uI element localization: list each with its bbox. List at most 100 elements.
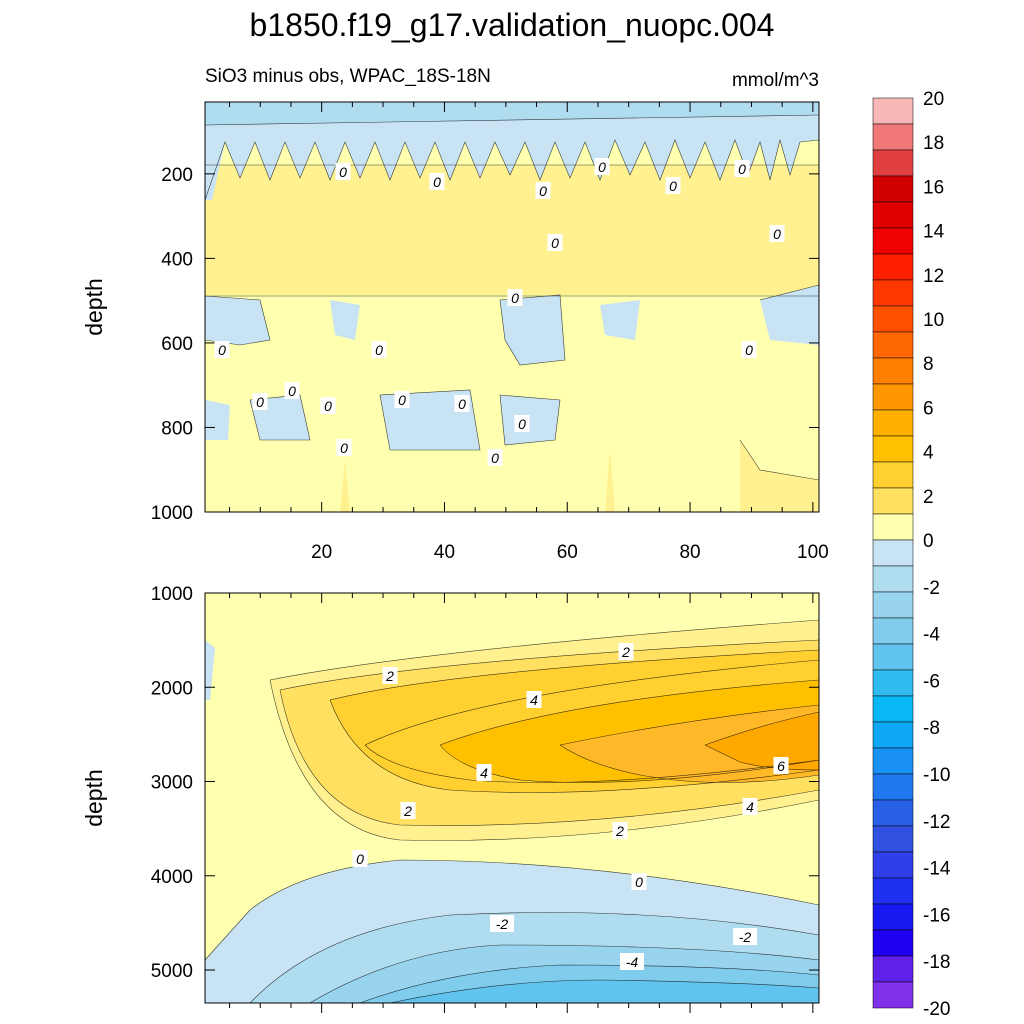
lower-contour-label: -2	[496, 916, 509, 932]
upper-contour-label: 0	[491, 450, 499, 466]
lower-panel: 1000 2000 3000 4000 5000 depth 2 2 4 4 6 2 4 2 0 0 -2 -…	[81, 584, 820, 1013]
colorbar-label: -6	[923, 671, 940, 692]
lower-contour-label-bg	[400, 802, 416, 819]
lower-contour-label-bg	[620, 953, 644, 970]
upper-xtick-label: 20	[311, 542, 332, 563]
colorbar-box	[872, 97, 914, 125]
colorbar-box	[872, 305, 914, 333]
lower-contour-labels: 2 2 4 4 6 2 4 2 0 0 -2 -2 -4	[352, 643, 789, 970]
colorbar-box	[872, 591, 914, 619]
lower-contour-label-bg	[773, 757, 789, 774]
lower-contour-label: 2	[615, 823, 624, 839]
upper-contour-label: 0	[669, 178, 677, 194]
upper-contour-label-bg	[252, 393, 268, 410]
upper-surface-blue-dark	[205, 102, 819, 125]
lower-ytick-label: 4000	[151, 867, 193, 888]
colorbar-box	[872, 253, 914, 281]
upper-contour-label-bg	[665, 177, 681, 194]
upper-contour-label: 0	[375, 342, 383, 358]
upper-xtick-label: 60	[557, 542, 578, 563]
upper-contour-label-bg	[335, 163, 351, 180]
upper-band-yellow	[205, 165, 819, 295]
upper-blue-patch-8	[500, 395, 560, 445]
lower-ytick-label: 3000	[151, 773, 193, 794]
upper-contour-label: 0	[433, 174, 441, 190]
upper-contour-label: 0	[551, 235, 559, 251]
upper-contour-label-bg	[336, 439, 352, 456]
colorbar-label: -14	[923, 859, 951, 880]
colorbar-box	[872, 903, 914, 931]
colorbar-box	[872, 851, 914, 879]
colorbar-label: -20	[923, 999, 950, 1020]
upper-ytick-label: 400	[161, 249, 193, 270]
colorbar-box	[872, 929, 914, 957]
lower-axis-ticks: 1000 2000 3000 4000 5000	[151, 584, 819, 1013]
colorbar-box	[872, 487, 914, 515]
colorbar-box	[872, 981, 914, 1009]
upper-contour-label-bg	[214, 341, 230, 358]
upper-contour-label-bg	[487, 449, 503, 466]
upper-fill	[205, 102, 819, 512]
upper-ylabel: depth	[81, 278, 107, 336]
lower-band-7	[705, 712, 819, 770]
upper-yellow-spikes	[340, 440, 819, 512]
subtitle-left: SiO3 minus obs, WPAC_18S-18N	[205, 66, 491, 87]
upper-ytick-label: 1000	[151, 503, 193, 524]
upper-contour-label-bg	[594, 158, 610, 175]
lower-contour-label-bg	[352, 850, 368, 867]
lower-contour-label-bg	[490, 915, 514, 932]
upper-contour-label: 0	[745, 342, 753, 358]
upper-ytick-label: 200	[161, 165, 193, 186]
upper-contour-label-bg	[514, 415, 530, 432]
lower-ytick-label: 2000	[151, 678, 193, 699]
lower-contour-label: 0	[635, 874, 643, 890]
lower-contour-label-bg	[612, 822, 628, 839]
colorbar-box	[872, 955, 914, 983]
colorbar-box	[872, 721, 914, 749]
colorbar-label: 10	[923, 310, 944, 331]
colorbar-box	[872, 513, 914, 541]
upper-contour-label: 0	[518, 416, 526, 432]
colorbar-label: 14	[923, 222, 945, 243]
colorbar-box	[872, 123, 914, 151]
lower-contour-label: -2	[739, 929, 752, 945]
upper-contour-label-bg	[507, 289, 523, 306]
subtitle-right: mmol/m^3	[732, 70, 819, 91]
colorbar-label: 4	[923, 443, 934, 464]
colorbar-box	[872, 695, 914, 723]
upper-contour-label: 0	[511, 290, 519, 306]
colorbar-box	[872, 539, 914, 567]
upper-blue-patch-4	[330, 300, 360, 340]
colorbar-box	[872, 279, 914, 307]
colorbar-box	[872, 383, 914, 411]
upper-xtick-label: 100	[797, 542, 829, 563]
upper-contour-label-bg	[535, 182, 551, 199]
upper-contour-label-bg	[284, 382, 300, 399]
colorbar-label: 16	[923, 177, 944, 198]
upper-xtick-label: 40	[434, 542, 455, 563]
lower-contour-label-bg	[631, 873, 647, 890]
lower-contour-label: 4	[746, 799, 754, 815]
lower-ylabel: depth	[81, 769, 107, 827]
lower-contour-label-bg	[476, 764, 492, 781]
upper-surface-blue	[205, 102, 819, 200]
colorbar-box	[872, 747, 914, 775]
lower-ytick-label: 5000	[151, 961, 193, 982]
colorbar-label: 20	[923, 89, 944, 110]
colorbar-box	[872, 825, 914, 853]
upper-contour-label-bg	[371, 341, 387, 358]
colorbar: 20181614121086420-2-4-6-8-10-12-14-16-18…	[872, 89, 951, 1020]
colorbar-label: 6	[923, 398, 934, 419]
lower-contour-label: 4	[480, 765, 488, 781]
upper-ytick-label: 600	[161, 334, 193, 355]
colorbar-label: 12	[923, 266, 944, 287]
upper-contour-label: 0	[324, 398, 332, 414]
upper-contour-label: 0	[398, 392, 406, 408]
upper-contour-label-bg	[394, 391, 410, 408]
lower-contour-label: 2	[621, 644, 630, 660]
upper-contour-label-bg	[741, 341, 757, 358]
lower-blue-4	[390, 980, 819, 1003]
upper-contour-label: 0	[598, 159, 606, 175]
colorbar-box	[872, 617, 914, 645]
lower-contour-label-bg	[618, 643, 634, 660]
